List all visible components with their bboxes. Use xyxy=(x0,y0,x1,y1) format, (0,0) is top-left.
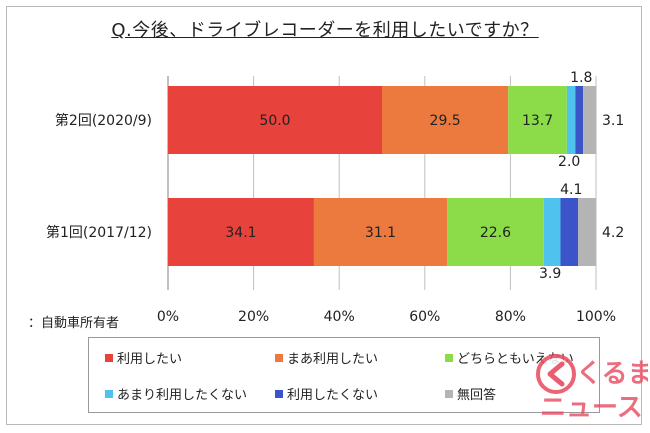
legend-label: まあ利用したい xyxy=(287,352,379,367)
bar-segment xyxy=(382,86,509,154)
data-label: 31.1 xyxy=(365,225,396,241)
bar-segment xyxy=(313,198,448,266)
x-tick-label: 100% xyxy=(576,309,616,325)
legend-item: 無回答 xyxy=(445,384,496,403)
legend-swatch xyxy=(445,389,453,398)
x-tick-label: 20% xyxy=(238,309,269,325)
x-tick-label: 80% xyxy=(495,309,526,325)
legend-swatch xyxy=(275,353,283,362)
data-label: 50.0 xyxy=(259,113,290,129)
category-label: 第2回(2020/9) xyxy=(55,112,152,129)
legend-swatch xyxy=(105,353,113,362)
legend-label: あまり利用したくない xyxy=(117,388,248,403)
data-label: 4.1 xyxy=(560,182,582,198)
legend-swatch xyxy=(105,389,113,398)
bar-segment xyxy=(566,86,576,154)
x-tick-label: 40% xyxy=(324,309,355,325)
bar-segment xyxy=(543,198,561,266)
x-tick-label: 0% xyxy=(157,309,179,325)
data-label: 1.8 xyxy=(570,70,592,86)
bar-segment xyxy=(447,198,544,266)
data-label: 22.6 xyxy=(480,225,511,241)
stacked-bar-chart: 0% 20% 40% 60% 80% 100% 第2回(2020/9) 50.0 29.5 13.… xyxy=(46,70,624,325)
legend-item: 利用したくない xyxy=(275,384,378,403)
legend-label: 無回答 xyxy=(457,388,497,403)
bar-segment xyxy=(583,86,597,154)
kuruma-news-logo: くるまの ニュース xyxy=(536,354,648,423)
data-label: 13.7 xyxy=(522,113,553,129)
legend-label: 利用したい xyxy=(117,352,183,367)
legend-item: まあ利用したい xyxy=(275,348,378,367)
bar-segment xyxy=(508,86,567,154)
bar-segment xyxy=(578,198,596,266)
data-label: 2.0 xyxy=(558,154,580,170)
bar-segment xyxy=(168,198,314,266)
bar-segment xyxy=(560,198,579,266)
data-label: 34.1 xyxy=(225,225,256,241)
category-label: 第1回(2017/12) xyxy=(46,224,152,241)
bar-segment xyxy=(575,86,584,154)
data-label: 3.9 xyxy=(539,266,561,282)
data-label: 29.5 xyxy=(430,113,461,129)
chart-note: ：自動車所有者 xyxy=(28,316,120,331)
chart-title: Q.今後、ドライブレコーダーを利用したいですか？ xyxy=(111,20,539,41)
legend-label: 利用したくない xyxy=(287,388,379,403)
x-tick-label: 60% xyxy=(409,309,440,325)
legend-item: 利用したい xyxy=(105,348,182,367)
data-label: 4.2 xyxy=(602,225,624,241)
bar-segment xyxy=(168,86,382,154)
logo-text-top: くるまの xyxy=(576,359,648,389)
chart-legend: 利用したい まあ利用したい どちらともいえない あまり利用したくない 利用したくない 無回… xyxy=(88,337,600,413)
logo-text-bottom: ニュース xyxy=(540,393,643,423)
legend-item: あまり利用したくない xyxy=(105,384,247,403)
data-label: 3.1 xyxy=(602,113,624,129)
legend-swatch xyxy=(445,353,453,362)
legend-swatch xyxy=(275,389,283,398)
